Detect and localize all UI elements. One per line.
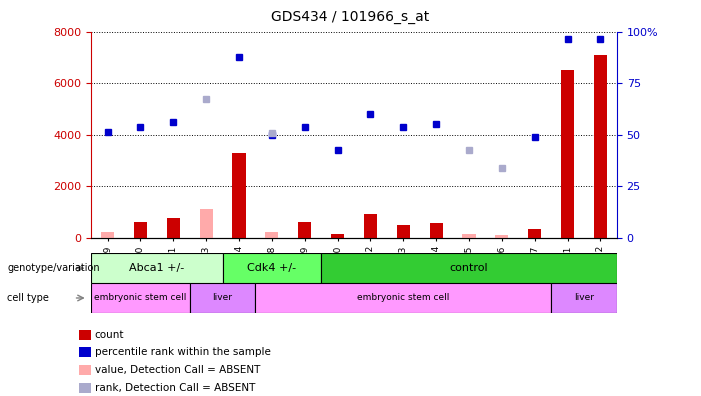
Bar xyxy=(496,235,508,238)
Text: value, Detection Call = ABSENT: value, Detection Call = ABSENT xyxy=(95,365,260,375)
Bar xyxy=(463,234,475,238)
Text: liver: liver xyxy=(574,293,594,303)
Bar xyxy=(551,283,617,313)
Bar xyxy=(298,222,311,238)
Text: embryonic stem cell: embryonic stem cell xyxy=(357,293,449,303)
Bar xyxy=(528,228,541,238)
Bar xyxy=(91,253,223,283)
Text: embryonic stem cell: embryonic stem cell xyxy=(94,293,186,303)
Bar xyxy=(223,253,321,283)
Text: Abca1 +/-: Abca1 +/- xyxy=(129,263,184,273)
Bar xyxy=(331,234,344,238)
Bar xyxy=(190,283,255,313)
Bar xyxy=(321,253,617,283)
Text: liver: liver xyxy=(212,293,233,303)
Text: Cdk4 +/-: Cdk4 +/- xyxy=(247,263,297,273)
Text: control: control xyxy=(450,263,489,273)
Bar xyxy=(397,225,410,238)
Bar xyxy=(594,55,607,238)
Bar xyxy=(134,222,147,238)
Bar xyxy=(200,209,212,238)
Text: rank, Detection Call = ABSENT: rank, Detection Call = ABSENT xyxy=(95,383,255,393)
Text: genotype/variation: genotype/variation xyxy=(7,263,100,273)
Bar xyxy=(255,283,551,313)
Bar xyxy=(561,70,574,238)
Bar xyxy=(167,218,180,238)
Text: count: count xyxy=(95,329,124,340)
Bar xyxy=(91,283,190,313)
Text: percentile rank within the sample: percentile rank within the sample xyxy=(95,347,271,358)
Text: GDS434 / 101966_s_at: GDS434 / 101966_s_at xyxy=(271,10,430,24)
Bar xyxy=(364,215,377,238)
Bar xyxy=(430,223,443,238)
Bar xyxy=(233,152,245,238)
Bar xyxy=(101,232,114,238)
Text: cell type: cell type xyxy=(7,293,49,303)
Bar xyxy=(265,232,278,238)
